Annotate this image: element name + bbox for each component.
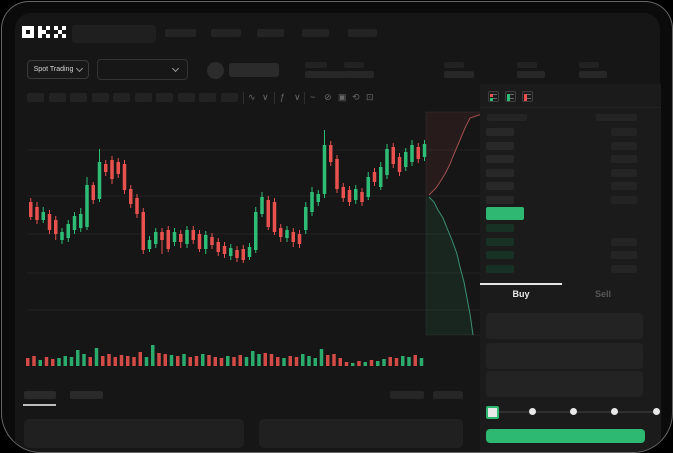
bid-price[interactable] [486, 251, 514, 259]
timeframe-slot[interactable] [113, 93, 130, 102]
bottom-action[interactable] [390, 391, 424, 399]
orderbook-header-amount [596, 114, 637, 121]
tab-buy[interactable]: Buy [512, 289, 530, 299]
last-price-highlight [486, 207, 524, 220]
market-type-selector[interactable]: Spot Trading [27, 60, 89, 79]
bottom-tab[interactable] [24, 391, 56, 399]
search-bar[interactable] [72, 25, 156, 43]
stat-value [579, 71, 607, 78]
orderbook-divider [480, 107, 661, 108]
camera-icon[interactable]: ▣ [338, 92, 347, 102]
ask-price[interactable] [486, 182, 514, 190]
bottom-active-tab-underline [23, 404, 56, 406]
bid-price[interactable] [486, 237, 514, 246]
ask-price[interactable] [486, 168, 514, 177]
stat-value [517, 71, 545, 78]
ask-price[interactable] [486, 155, 514, 163]
book-asks-icon[interactable] [522, 91, 533, 102]
ask-price[interactable] [486, 141, 514, 150]
timeframe-slot[interactable] [156, 93, 173, 102]
ask-amount [611, 168, 637, 177]
bid-amount [611, 264, 637, 273]
amount-slider-handle[interactable] [486, 406, 499, 419]
ask-price[interactable] [486, 195, 514, 204]
ask-amount [611, 182, 637, 190]
order-input[interactable] [486, 313, 643, 339]
bid-amount [611, 251, 637, 259]
chevron-down-icon[interactable]: ∨ [262, 92, 269, 102]
stat-label [305, 62, 327, 68]
slider-stop[interactable] [611, 408, 619, 415]
stat-label [579, 62, 599, 68]
bottom-action[interactable] [433, 391, 463, 399]
order-input[interactable] [486, 343, 643, 369]
book-combined-icon[interactable] [488, 91, 499, 102]
chevron-down-icon[interactable]: ∨ [294, 92, 301, 102]
timeframe-slot[interactable] [220, 93, 238, 102]
bid-price[interactable] [486, 224, 514, 232]
buy-submit-button[interactable] [486, 429, 645, 443]
coin-avatar [207, 62, 224, 79]
nav-item[interactable] [165, 29, 196, 37]
timeframe-slot[interactable] [91, 93, 109, 102]
toolbar-separator [274, 92, 275, 104]
active-tab-indicator [480, 283, 562, 285]
indicators-icon[interactable]: ƒ [280, 92, 286, 102]
orderbook-header-price [487, 114, 527, 121]
slider-stop[interactable] [570, 408, 577, 415]
nav-item[interactable] [257, 29, 284, 37]
toolbar-separator [304, 92, 305, 104]
timeframe-slot[interactable] [48, 93, 66, 102]
stat-value [344, 71, 374, 78]
ask-amount [611, 155, 637, 163]
order-input[interactable] [486, 371, 643, 397]
pair-dropdown[interactable] [97, 59, 188, 80]
compare-icon[interactable]: ⊘ [324, 92, 332, 102]
stat-label [517, 62, 537, 68]
nav-item[interactable] [348, 29, 377, 37]
timeframe-slot[interactable] [199, 93, 216, 102]
pair-name-placeholder[interactable] [229, 63, 279, 77]
nav-item[interactable] [302, 29, 329, 37]
history-icon[interactable]: ⟲ [352, 92, 360, 102]
ask-amount [611, 195, 637, 204]
candle-type-icon[interactable]: ∿ [248, 92, 256, 102]
line-style-icon[interactable]: ~ [310, 92, 316, 102]
stat-label [444, 62, 464, 68]
nav-item[interactable] [211, 29, 241, 37]
book-bids-icon[interactable] [505, 91, 516, 102]
stat-label [344, 62, 364, 68]
stat-value [305, 71, 345, 78]
fullscreen-icon[interactable]: ⊡ [366, 92, 374, 102]
slider-stop[interactable] [652, 408, 660, 415]
timeframe-slot[interactable] [177, 93, 195, 102]
bottom-panel [24, 419, 244, 448]
toolbar-separator [243, 92, 244, 104]
ask-amount [611, 128, 637, 136]
market-type-label: Spot Trading [33, 66, 74, 73]
bottom-panel [259, 419, 463, 448]
slider-stop[interactable] [528, 408, 536, 415]
bid-amount [611, 237, 637, 246]
okx-logo [22, 26, 66, 38]
bottom-tab[interactable] [70, 391, 103, 399]
stat-value [444, 71, 474, 78]
ask-amount [611, 141, 637, 150]
tab-sell[interactable]: Sell [594, 289, 611, 299]
ask-price[interactable] [486, 128, 514, 136]
timeframe-slot[interactable] [134, 93, 152, 102]
bid-price[interactable] [486, 264, 514, 273]
timeframe-slot[interactable] [70, 93, 87, 102]
timeframe-slot[interactable] [27, 93, 44, 102]
